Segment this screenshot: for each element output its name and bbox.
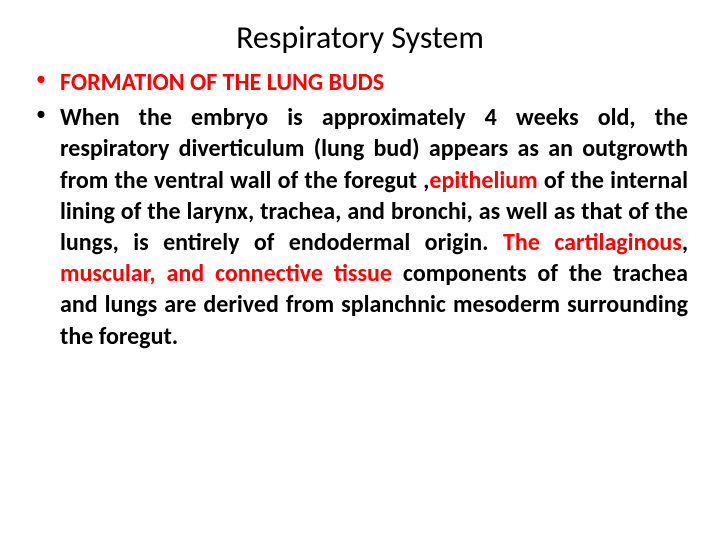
text-run: , bbox=[682, 228, 688, 257]
body-paragraph: When the embryo is approximately 4 weeks… bbox=[60, 102, 688, 352]
section-heading: FORMATION OF THE LUNG BUDS bbox=[60, 68, 384, 97]
highlight-text: The cartilaginous bbox=[503, 228, 682, 257]
list-item: FORMATION OF THE LUNG BUDS bbox=[60, 67, 688, 98]
highlight-text: epithelium bbox=[429, 166, 537, 195]
highlight-text: muscular, and connective tissue bbox=[60, 259, 392, 288]
bullet-list: FORMATION OF THE LUNG BUDS When the embr… bbox=[32, 67, 688, 352]
slide-title: Respiratory System bbox=[32, 18, 688, 57]
list-item: When the embryo is approximately 4 weeks… bbox=[60, 102, 688, 352]
